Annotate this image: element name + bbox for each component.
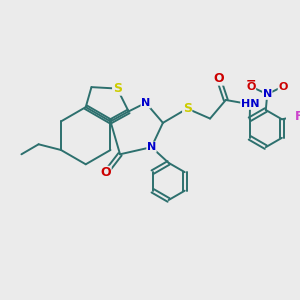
Text: −: − — [246, 74, 256, 87]
Text: O: O — [278, 82, 288, 92]
Text: N: N — [141, 98, 150, 108]
Text: N: N — [262, 89, 272, 99]
Text: O: O — [100, 167, 111, 179]
Text: O: O — [246, 82, 256, 92]
Text: S: S — [113, 82, 122, 95]
Text: O: O — [213, 72, 224, 85]
Text: S: S — [183, 102, 192, 115]
Text: HN: HN — [241, 99, 259, 109]
Text: N: N — [147, 142, 156, 152]
Text: F: F — [295, 110, 300, 123]
